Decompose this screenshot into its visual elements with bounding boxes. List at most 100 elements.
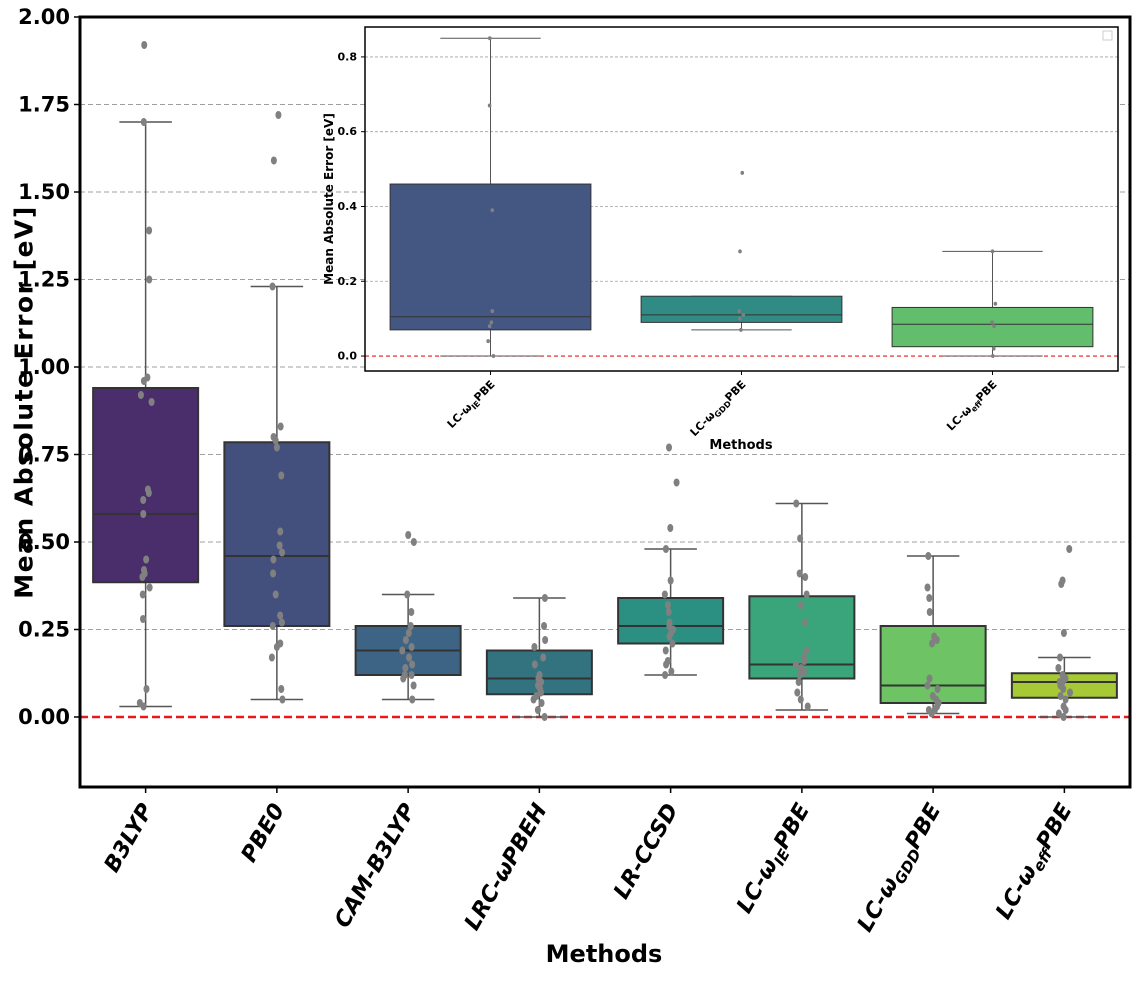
- main-data-point: [400, 674, 407, 683]
- inset-frame: [364, 26, 1119, 372]
- main-data-point: [410, 681, 417, 690]
- main-data-point: [668, 667, 675, 676]
- main-data-point: [143, 555, 150, 564]
- inset-y-tick-label: 0.6: [338, 125, 358, 138]
- main-data-point: [531, 643, 538, 651]
- main-data-point: [140, 615, 147, 623]
- inset-x-tick-label: LC-ωIEPBE: [445, 378, 499, 432]
- main-data-point: [662, 671, 669, 679]
- main-data-point: [408, 671, 415, 679]
- inset-data-point: [490, 309, 495, 314]
- main-data-point: [270, 156, 277, 165]
- inset-data-point: [490, 208, 495, 213]
- main-data-point: [140, 496, 147, 504]
- main-data-point: [146, 275, 153, 284]
- main-x-tick-label-main: LC-ω: [853, 873, 904, 936]
- main-y-tick-label: 2.00: [18, 5, 70, 29]
- main-data-point: [666, 443, 673, 452]
- main-data-point: [541, 622, 548, 630]
- main-data-point: [534, 706, 541, 714]
- main-data-point: [924, 583, 931, 592]
- main-data-point: [792, 660, 799, 669]
- main-x-tick-labels: B3LYP PBE0 CAM-B3LYP LRC-ωPBEH LR-CCSD LC-ωIE…: [100, 800, 1080, 937]
- inset-y-axis-label: Mean Absolute Error [eV]: [322, 113, 336, 285]
- main-data-point: [269, 282, 276, 291]
- main-data-point: [406, 653, 413, 662]
- main-data-point: [1055, 709, 1062, 718]
- inset-data-point: [993, 301, 998, 306]
- main-data-point: [1060, 629, 1067, 637]
- main-data-point: [277, 527, 284, 536]
- inset-y-tick-label: 0.4: [338, 200, 358, 213]
- main-x-tick-label: B3LYP: [100, 800, 159, 877]
- main-data-point: [801, 657, 808, 665]
- inset-data-point: [990, 320, 994, 325]
- inset-data-point: [741, 312, 746, 317]
- main-x-axis-label: Methods: [546, 940, 663, 968]
- main-data-point: [140, 702, 147, 711]
- main-x-tick-label-tail: PBE: [769, 800, 815, 854]
- main-data-point: [1058, 580, 1065, 588]
- main-data-point: [1057, 692, 1064, 700]
- main-data-point: [795, 678, 802, 686]
- main-x-tick-label: LC-ωeffPBE: [991, 800, 1080, 926]
- main-data-point: [540, 653, 547, 662]
- inset-x-tick-label-tail: PBE: [471, 378, 497, 404]
- main-data-point: [273, 643, 280, 651]
- main-data-point: [530, 695, 537, 704]
- main-data-point: [409, 660, 416, 669]
- main-data-point: [275, 111, 282, 119]
- main-data-point: [146, 583, 153, 592]
- main-y-tick-label: 0.50: [18, 530, 70, 554]
- main-data-point: [802, 573, 809, 581]
- main-data-point: [278, 471, 285, 480]
- main-data-point: [407, 622, 414, 630]
- inset-chart: 0.0 0.2 0.4 0.6 0.8 LC-ωIEPBE LC-ωGDDPBE LC-ωe…: [322, 26, 1119, 453]
- main-data-point: [661, 590, 668, 599]
- main-y-tick-label: 0.25: [18, 618, 70, 642]
- main-x-tick-label-main: LRC-ωPBEH: [460, 800, 553, 935]
- main-data-point: [276, 541, 283, 550]
- inset-x-tick-label-tail: PBE: [722, 378, 748, 404]
- main-data-point: [1060, 713, 1067, 721]
- inset-data-point: [737, 309, 742, 314]
- main-data-point: [277, 422, 284, 431]
- main-data-point: [278, 618, 285, 627]
- main-y-tick-label: 1.00: [18, 355, 70, 379]
- main-data-point: [796, 569, 803, 578]
- main-data-point: [542, 636, 549, 644]
- main-data-point: [148, 398, 155, 406]
- main-data-point: [1067, 688, 1074, 697]
- main-data-point: [928, 709, 935, 718]
- main-x-tick-label: PBE0: [237, 800, 290, 867]
- main-data-point: [410, 538, 417, 546]
- main-data-point: [541, 594, 548, 602]
- main-data-point: [268, 653, 275, 662]
- main-data-point: [802, 618, 809, 627]
- main-data-point: [1060, 685, 1067, 693]
- main-data-point: [933, 636, 940, 644]
- main-data-point: [537, 688, 544, 697]
- main-data-point: [408, 643, 415, 651]
- main-y-tick-label: 1.50: [18, 180, 70, 204]
- main-data-point: [797, 695, 804, 704]
- inset-data-point: [488, 36, 492, 41]
- main-box: [223, 441, 331, 627]
- inset-y-tick-label: 0.8: [338, 50, 358, 63]
- inset-x-tick-label: LC-ωeffPBE: [944, 378, 1001, 435]
- main-data-point: [666, 632, 673, 641]
- inset-data-point: [491, 354, 496, 359]
- main-data-points: [136, 41, 1074, 721]
- main-data-point: [404, 590, 411, 599]
- main-data-point: [140, 510, 147, 518]
- main-data-point: [924, 681, 931, 690]
- inset-legend-box: [1102, 30, 1113, 41]
- main-data-point: [270, 555, 277, 564]
- main-data-point: [925, 552, 932, 560]
- main-data-point: [270, 569, 277, 578]
- inset-data-point: [486, 339, 490, 344]
- main-data-point: [1062, 706, 1069, 714]
- main-y-tick-label: 1.75: [18, 93, 70, 117]
